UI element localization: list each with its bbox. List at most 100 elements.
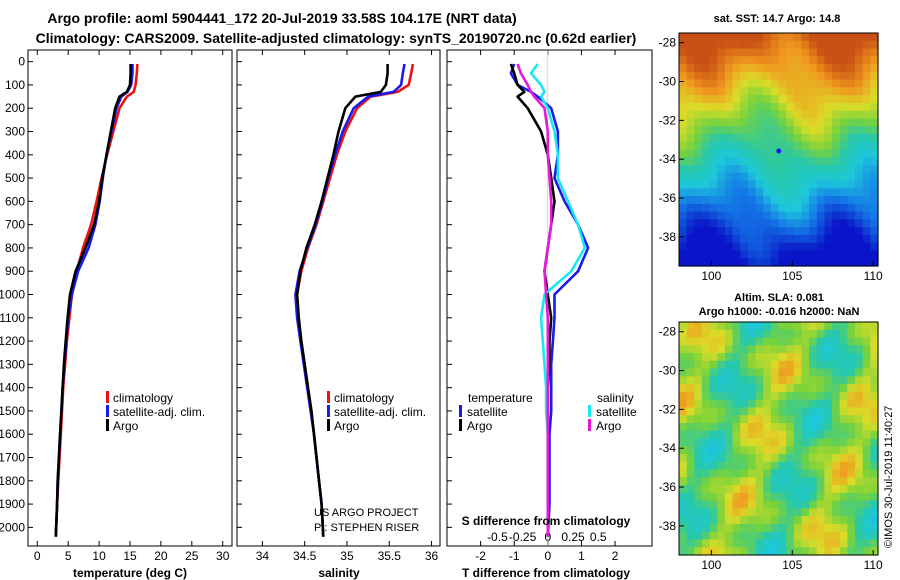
m1-cell — [801, 446, 810, 455]
m0-cell — [832, 234, 841, 244]
m1-cell — [679, 454, 688, 463]
m0-cell — [839, 95, 848, 104]
m1-cell — [717, 368, 726, 377]
m1-cell — [709, 345, 718, 354]
m1-cell — [747, 384, 757, 393]
m0-cell — [809, 87, 818, 96]
salinity-xlabel: salinity — [318, 566, 360, 580]
m1-cell — [855, 322, 864, 331]
depth-ytick-label: 1800 — [0, 474, 25, 488]
m1-cell — [809, 337, 818, 346]
m1-cell — [862, 329, 871, 339]
m0-cell — [679, 118, 688, 127]
m0-cell — [763, 203, 772, 213]
legend-temperature-title: temperature — [468, 391, 533, 405]
m0-cell — [763, 133, 772, 143]
m0-cell — [862, 149, 871, 158]
m1-cell — [747, 485, 757, 494]
m0-cell — [740, 118, 749, 127]
m0-cell — [679, 33, 688, 42]
m0-cell — [847, 211, 856, 220]
m1-cell — [732, 477, 741, 486]
m1-cell — [755, 360, 764, 370]
m0-cell — [701, 203, 711, 213]
m1-cell — [862, 391, 871, 401]
m1-cell — [701, 322, 711, 331]
m0-cell — [724, 102, 734, 112]
m0-cell — [709, 258, 718, 267]
m0-cell — [717, 110, 726, 120]
m0-cell — [732, 188, 741, 197]
m0-cell — [694, 219, 703, 228]
m1-cell — [801, 391, 810, 401]
m1-cell — [740, 415, 749, 424]
m0-cell — [793, 133, 803, 143]
m1-cell — [724, 322, 734, 331]
temperature-legend: climatology satellite-adj. clim. Argo — [106, 391, 205, 433]
m0-cell — [732, 172, 741, 182]
m1-cell — [701, 492, 711, 502]
m0-cell — [824, 71, 833, 81]
depth-ytick-label: 1900 — [0, 497, 25, 511]
m1-cell — [786, 353, 795, 362]
m0-cell — [717, 133, 726, 143]
m0-cell — [732, 196, 741, 205]
m1-cell — [870, 384, 879, 393]
m1-cell — [747, 322, 757, 331]
m1-cell — [832, 461, 841, 471]
m0-cell — [747, 180, 757, 189]
m0-cell — [824, 196, 833, 205]
m0-cell — [839, 188, 848, 197]
m1-cell — [839, 454, 848, 463]
m0-cell — [763, 180, 772, 189]
m1-cell — [778, 461, 787, 471]
m0-cell — [786, 203, 795, 213]
m0-cell — [694, 196, 703, 205]
m0-cell — [778, 87, 787, 96]
m0-cell — [824, 33, 833, 42]
m0-cell — [870, 33, 879, 42]
m0-cell — [786, 258, 795, 267]
m0-cell — [847, 203, 856, 213]
m1-cell — [747, 531, 757, 541]
m1-cell — [740, 531, 749, 541]
m1-cell — [679, 337, 688, 346]
m0-cell — [694, 258, 703, 267]
m0-cell — [755, 118, 764, 127]
m1-cell — [740, 508, 749, 517]
m0-cell — [717, 157, 726, 166]
m1-cell — [855, 353, 864, 362]
m1-cell — [809, 430, 818, 440]
m0-cell — [679, 180, 688, 189]
m1-cell — [717, 345, 726, 354]
difference-xtick-label: -1 — [509, 549, 520, 563]
m0-cell — [809, 71, 818, 81]
m1-cell — [701, 368, 711, 377]
m1-cell — [763, 353, 772, 362]
m1-cell — [816, 391, 826, 401]
legend-swatch-argo — [106, 419, 109, 431]
m1-cell — [778, 415, 787, 424]
m0-cell — [724, 157, 734, 166]
m0-cell — [740, 219, 749, 228]
m0-cell — [717, 188, 726, 197]
m1-cell — [793, 539, 803, 548]
m0-cell — [855, 180, 864, 189]
m1-cell — [686, 353, 695, 362]
m1-cell — [724, 485, 734, 494]
m1-cell — [763, 415, 772, 424]
m0-cell — [701, 157, 711, 166]
m1-cell — [778, 539, 787, 548]
m1-cell — [816, 337, 826, 346]
m0-cell — [770, 56, 780, 65]
m0-cell — [709, 250, 718, 259]
m1-cell — [862, 485, 871, 494]
m0-cell — [709, 102, 718, 112]
m1-cell — [786, 422, 795, 432]
m1-cell — [709, 547, 718, 556]
m1-cell — [824, 384, 833, 393]
s-diff-tick-label: -0.25 — [509, 530, 537, 544]
m0-cell — [755, 211, 764, 220]
m1-cell — [701, 477, 711, 486]
m1-cell — [786, 485, 795, 494]
